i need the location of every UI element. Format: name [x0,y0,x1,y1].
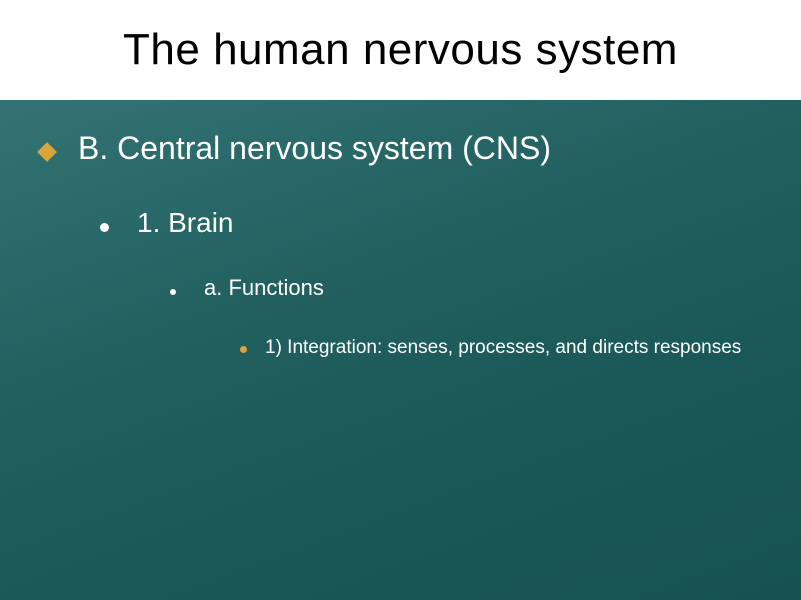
outline-item-level1: B. Central nervous system (CNS) [40,130,761,167]
level2-text: 1. Brain [137,207,234,239]
slide-body: B. Central nervous system (CNS) 1. Brain… [40,130,761,371]
level3-text: a. Functions [204,275,324,301]
disc-bullet-icon [100,223,109,232]
diamond-bullet-icon [37,142,57,162]
disc-bullet-icon [240,346,247,353]
outline-item-level2: 1. Brain [100,207,761,239]
slide: The human nervous system B. Central nerv… [0,0,801,600]
title-bar: The human nervous system [0,0,801,100]
dot-bullet-icon [170,289,176,295]
outline-item-level4: 1) Integration: senses, processes, and d… [240,335,761,361]
level4-text: 1) Integration: senses, processes, and d… [265,335,741,361]
slide-title: The human nervous system [123,25,678,75]
level1-text: B. Central nervous system (CNS) [78,130,551,167]
outline-item-level3: a. Functions [170,275,761,301]
